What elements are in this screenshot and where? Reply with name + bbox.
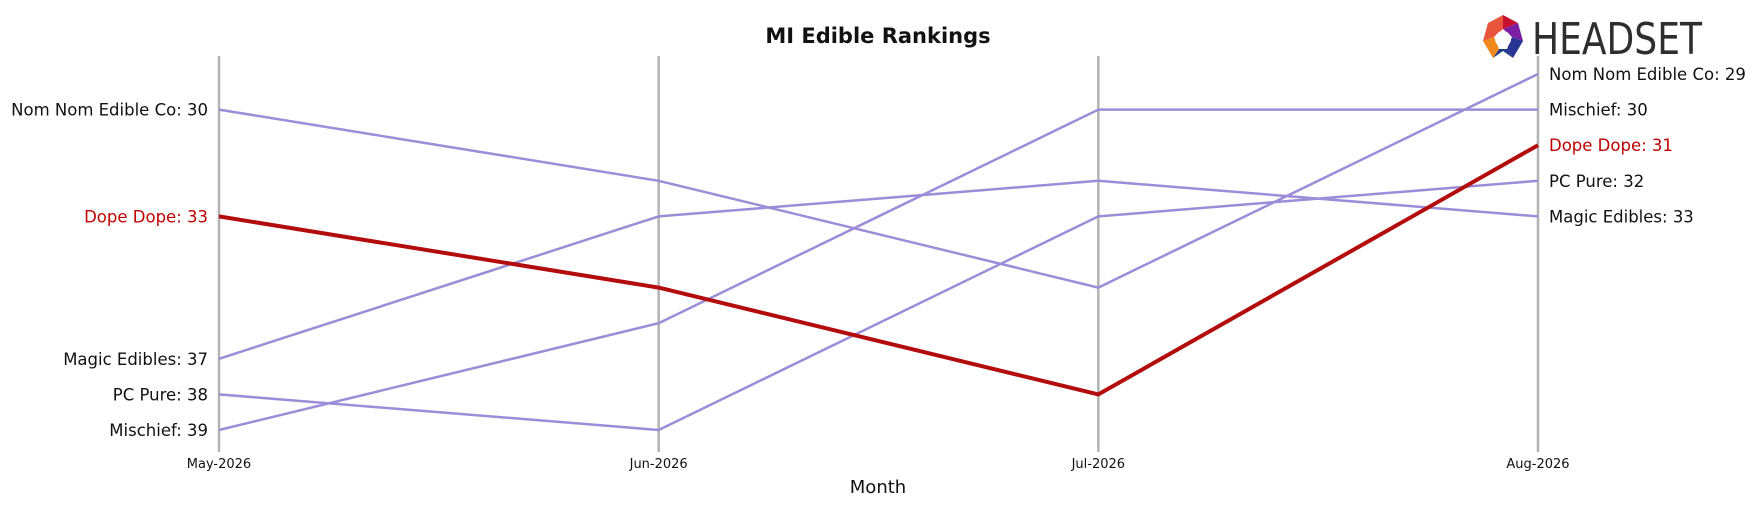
left-label-pc-pure: PC Pure: 38 <box>113 385 208 404</box>
right-label-nom-nom-edible-co: Nom Nom Edible Co: 29 <box>1549 65 1746 84</box>
x-tick-jun-2026: Jun-2026 <box>629 457 688 472</box>
right-label-magic-edibles: Magic Edibles: 33 <box>1549 207 1694 226</box>
x-tick-may-2026: May-2026 <box>187 457 251 472</box>
label-layer: Nom Nom Edible Co: 30 Dope Dope: 33 Magic … <box>11 65 1746 440</box>
series-layer <box>218 72 1539 432</box>
headset-logo-icon <box>1483 15 1523 58</box>
grid-layer <box>217 56 1540 452</box>
headset-logo: HEADSET <box>1483 14 1702 65</box>
series-line-pc-pure <box>218 179 1539 432</box>
headset-logo-text: HEADSET <box>1532 14 1702 65</box>
left-label-mischief: Mischief: 39 <box>109 421 208 440</box>
series-line-dope-dope <box>218 143 1539 397</box>
right-label-mischief: Mischief: 30 <box>1549 101 1648 120</box>
chart-title: MI Edible Rankings <box>765 24 990 48</box>
right-label-dope-dope: Dope Dope: 31 <box>1549 136 1673 155</box>
x-axis-label: Month <box>850 477 906 498</box>
series-line-mischief <box>218 108 1538 432</box>
left-label-nom-nom-edible-co: Nom Nom Edible Co: 30 <box>11 101 208 120</box>
series-line-magic-edibles <box>218 179 1539 360</box>
x-tick-jul-2026: Jul-2026 <box>1071 457 1125 472</box>
tick-layer: May-2026 Jun-2026 Jul-2026 Aug-2026 <box>187 457 1570 472</box>
series-line-nom-nom-edible-co <box>218 72 1539 289</box>
left-label-magic-edibles: Magic Edibles: 37 <box>63 350 208 369</box>
left-label-dope-dope: Dope Dope: 33 <box>84 207 208 226</box>
right-label-pc-pure: PC Pure: 32 <box>1549 172 1644 191</box>
x-tick-aug-2026: Aug-2026 <box>1506 457 1569 472</box>
